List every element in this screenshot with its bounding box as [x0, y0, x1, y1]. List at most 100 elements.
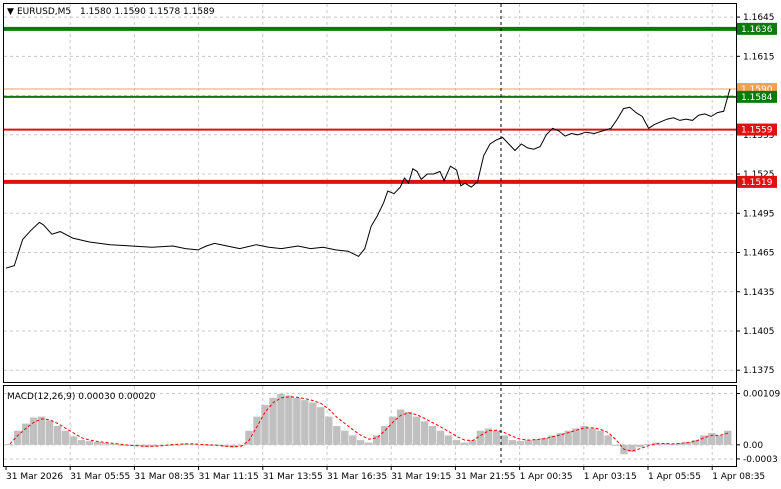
macd-bar	[277, 394, 285, 445]
macd-bar	[452, 440, 461, 445]
macd-bar	[6, 443, 14, 445]
price-axis: 1.16451.16151.15851.15551.15251.14951.14…	[736, 13, 777, 376]
macd-bar	[460, 442, 469, 445]
macd-bar	[157, 444, 165, 446]
macd-bar	[636, 444, 644, 448]
macd-bar	[540, 437, 548, 445]
macd-bar	[612, 444, 620, 446]
macd-bar	[396, 409, 405, 445]
macd-bar	[37, 416, 46, 445]
price-tick-label: 1.1645	[743, 13, 775, 23]
macd-bar	[373, 435, 381, 445]
price-tick-label: 1.1615	[743, 52, 775, 62]
macd-bar	[580, 426, 588, 445]
macd-bar	[253, 416, 261, 445]
macd-tick-label: -0.0003	[743, 455, 778, 465]
macd-bar	[317, 407, 325, 445]
price-tick-label: 1.1405	[743, 327, 775, 337]
macd-bar	[676, 442, 684, 445]
macd-bar	[309, 402, 317, 445]
macd-bar	[125, 444, 134, 446]
macd-bar	[588, 428, 596, 445]
ohlc-label: 1.1580 1.1590 1.1578 1.1589	[80, 7, 215, 17]
time-tick-label: 31 Mar 21:55	[455, 472, 515, 482]
price-grid	[4, 4, 736, 466]
macd-bar	[93, 442, 102, 445]
time-tick-label: 31 Mar 16:35	[327, 472, 387, 482]
macd-bar	[197, 444, 205, 446]
time-axis: 31 Mar 2026 31 Mar 05:55 31 Mar 08:35 31 Ma…	[5, 466, 765, 482]
macd-bar	[285, 395, 293, 445]
macd-title: MACD(12,26,9) 0.00030 0.00020	[7, 392, 156, 402]
time-tick-label: 1 Apr 03:15	[584, 472, 637, 482]
macd-bar	[484, 428, 493, 445]
level-tag-label: 1.1559	[741, 126, 773, 136]
macd-bar	[556, 433, 564, 445]
macd-axis: 0.00109 0.00 -0.0003	[736, 390, 780, 465]
macd-signal-line	[9, 396, 729, 452]
level-tag	[737, 123, 777, 136]
macd-bar	[724, 430, 732, 445]
macd-bar	[357, 440, 365, 445]
macd-bar	[117, 444, 126, 446]
macd-bar	[644, 443, 652, 445]
price-series	[5, 88, 731, 269]
macd-bar	[165, 444, 173, 446]
level-tag-label: 1.1584	[741, 93, 773, 103]
time-tick-label: 31 Mar 05:55	[70, 472, 130, 482]
macd-bar	[716, 435, 724, 445]
macd-bar	[516, 441, 524, 445]
macd-bar	[141, 444, 149, 448]
macd-bar	[69, 436, 78, 445]
macd-bar	[205, 444, 213, 446]
price-line	[5, 88, 731, 269]
macd-bar	[109, 443, 118, 445]
macd-bar	[293, 397, 301, 445]
macd-bar	[301, 400, 309, 445]
macd-panel-frame	[3, 385, 737, 467]
macd-bar	[101, 442, 110, 445]
triangle-down-icon[interactable]: ▼	[7, 7, 14, 17]
macd-bar	[436, 430, 445, 445]
macd-bar	[181, 443, 189, 445]
time-tick-label: 31 Mar 11:15	[199, 472, 259, 482]
macd-bar	[237, 444, 245, 446]
macd-histogram	[6, 394, 732, 455]
macd-bar	[77, 440, 86, 445]
macd-bar	[500, 435, 508, 445]
macd-bar	[692, 440, 700, 445]
macd-bar	[508, 440, 516, 445]
macd-bar	[596, 430, 604, 445]
level-tag-label: 1.1519	[741, 178, 773, 188]
time-tick-label: 31 Mar 13:55	[263, 472, 323, 482]
macd-bar	[333, 426, 341, 445]
macd-bar	[700, 435, 708, 445]
macd-bar	[444, 435, 453, 445]
price-tick-label: 1.1495	[743, 209, 775, 219]
macd-bar	[524, 440, 532, 445]
macd-bar	[604, 435, 612, 445]
macd-bar	[628, 444, 636, 452]
macd-bar	[349, 435, 357, 445]
macd-bar	[53, 426, 62, 445]
macd-bar	[668, 443, 676, 445]
macd-bar	[660, 443, 668, 445]
macd-bar	[325, 416, 333, 445]
macd-bar	[221, 444, 229, 447]
macd-bar	[85, 441, 94, 445]
macd-tick-label: 0.00	[743, 441, 763, 451]
price-tick-label: 1.1465	[743, 249, 775, 259]
price-tick-label: 1.1375	[743, 366, 775, 376]
time-tick-label: 1 Apr 00:35	[520, 472, 573, 482]
macd-bar	[412, 416, 421, 445]
level-tag-label: 1.1590	[741, 85, 773, 95]
macd-bar	[532, 439, 540, 445]
macd-tick-label: 0.00109	[743, 390, 780, 400]
symbol-label: EURUSD,M5	[17, 7, 71, 17]
price-tick-label: 1.1555	[743, 131, 775, 141]
level-tag	[737, 22, 777, 35]
macd-bar	[381, 426, 389, 445]
macd-bar	[45, 420, 54, 445]
macd-bar	[341, 430, 349, 445]
